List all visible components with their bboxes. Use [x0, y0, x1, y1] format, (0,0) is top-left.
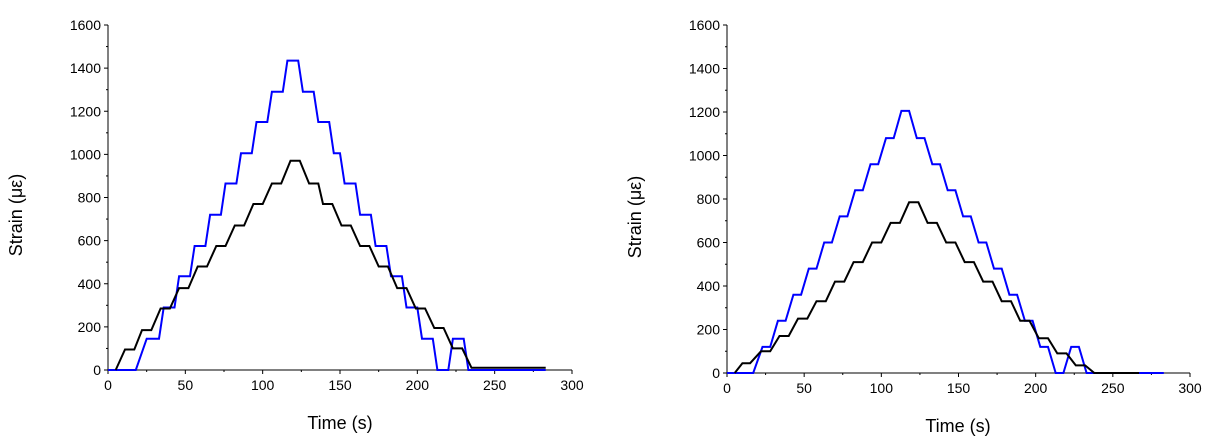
y-tick-label: 1400	[689, 61, 720, 77]
y-tick-label: 1000	[689, 148, 720, 164]
y-tick-label: 0	[93, 362, 101, 378]
x-tick-label: 300	[1178, 380, 1202, 396]
series-line-2	[733, 201, 1140, 374]
y-tick-label: 1600	[689, 17, 720, 33]
x-tick-label: 50	[178, 377, 194, 393]
y-tick-label: 400	[697, 278, 721, 294]
y-tick-label: 800	[697, 191, 721, 207]
y-tick-label: 1200	[70, 103, 101, 119]
x-tick-label: 300	[560, 377, 584, 393]
x-axis-title: Time (s)	[307, 413, 372, 433]
x-axis-title: Time (s)	[925, 416, 990, 436]
x-tick-label: 200	[406, 377, 430, 393]
chart-left: Time (s) Strain (με) 0200400600800100012…	[6, 17, 584, 433]
x-tick-label: 250	[1101, 380, 1125, 396]
x-tick-label: 0	[104, 377, 112, 393]
x-tick-label: 200	[1024, 380, 1048, 396]
y-axis-title: Strain (με)	[6, 174, 26, 256]
y-tick-label: 1600	[70, 17, 101, 33]
x-tick-label: 150	[947, 380, 971, 396]
y-tick-label: 400	[78, 276, 102, 292]
y-tick-label: 200	[78, 319, 102, 335]
y-tick-label: 600	[697, 235, 721, 251]
series-line-1	[108, 59, 546, 371]
chart-right: Time (s) Strain (με) 0200400600800100012…	[625, 17, 1202, 436]
x-tick-label: 0	[723, 380, 731, 396]
y-tick-label: 0	[712, 365, 720, 381]
y-tick-label: 800	[78, 190, 102, 206]
x-tick-label: 250	[483, 377, 507, 393]
x-tick-label: 150	[328, 377, 352, 393]
y-tick-label: 1200	[689, 104, 720, 120]
series-line-2	[114, 159, 546, 371]
x-tick-label: 100	[870, 380, 894, 396]
y-tick-label: 1400	[70, 60, 101, 76]
x-tick-label: 50	[796, 380, 812, 396]
y-tick-label: 200	[697, 322, 721, 338]
y-tick-label: 600	[78, 233, 102, 249]
x-tick-label: 100	[251, 377, 275, 393]
y-axis-title: Strain (με)	[625, 176, 645, 258]
y-tick-label: 1000	[70, 146, 101, 162]
